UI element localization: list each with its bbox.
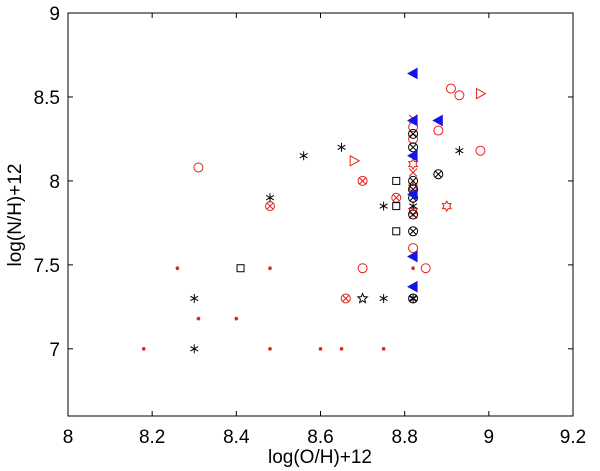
data-point <box>408 201 418 211</box>
data-point <box>175 266 180 271</box>
data-point <box>445 83 456 94</box>
data-point <box>475 145 486 156</box>
data-point <box>408 128 419 139</box>
data-point <box>407 250 418 263</box>
data-point <box>432 114 443 127</box>
y-tick-label: 7.5 <box>34 256 60 277</box>
data-point <box>190 293 199 303</box>
data-point <box>454 90 465 101</box>
y-tick-label: 8 <box>49 172 60 193</box>
data-point <box>392 227 401 236</box>
data-point <box>379 201 388 211</box>
y-axis-label: log(N/H)+12 <box>5 164 26 267</box>
data-point <box>408 226 419 237</box>
x-tick-label: 8.4 <box>223 427 250 448</box>
data-point <box>141 347 146 351</box>
data-point <box>411 266 415 271</box>
data-point <box>392 176 401 185</box>
x-tick-label: 9.2 <box>560 427 586 448</box>
y-tick-label: 8.5 <box>34 88 60 109</box>
data-point <box>441 200 452 213</box>
data-point <box>407 67 418 80</box>
data-point <box>433 125 444 136</box>
x-tick-label: 8.6 <box>307 427 333 448</box>
data-point <box>408 175 419 186</box>
plot-frame <box>67 12 574 417</box>
data-point <box>265 193 275 203</box>
data-point <box>299 151 308 161</box>
data-point <box>475 87 487 100</box>
data-points <box>141 67 487 354</box>
data-point <box>381 347 386 351</box>
data-point <box>407 188 418 201</box>
data-point <box>433 169 444 180</box>
data-point <box>357 263 368 274</box>
x-tick-label: 8 <box>63 427 74 448</box>
data-point <box>407 205 419 218</box>
data-point <box>357 175 368 186</box>
data-point <box>408 168 418 177</box>
data-point <box>339 347 344 351</box>
data-point <box>408 243 419 254</box>
x-axis-label: log(O/H)+12 <box>268 447 372 468</box>
data-point <box>407 280 418 293</box>
data-point <box>349 154 361 167</box>
data-point <box>379 293 388 303</box>
data-point <box>392 202 401 211</box>
data-point <box>408 293 419 304</box>
x-tick-label: 9 <box>484 427 495 448</box>
axis-ticks: 8 8.2 8.4 8.6 8.8 9 9.2 7 7.5 8 8.5 9 <box>34 4 587 448</box>
data-point <box>407 114 418 127</box>
data-point <box>407 158 419 171</box>
data-point <box>196 316 201 321</box>
data-point <box>408 209 419 220</box>
data-point <box>236 264 245 273</box>
data-point <box>190 344 199 354</box>
data-point <box>193 162 204 173</box>
x-tick-label: 8.8 <box>391 427 417 448</box>
x-tick-label: 8.2 <box>139 427 165 448</box>
y-tick-label: 9 <box>49 4 60 25</box>
data-point <box>420 263 431 274</box>
data-point <box>234 316 239 321</box>
data-point <box>337 142 346 152</box>
data-point <box>407 149 418 162</box>
data-point <box>318 347 323 351</box>
y-tick-label: 7 <box>49 340 60 361</box>
data-point <box>268 266 272 271</box>
data-point <box>356 292 369 304</box>
data-point <box>455 146 464 156</box>
data-point <box>408 142 419 153</box>
data-point <box>340 293 351 304</box>
data-point <box>268 347 272 351</box>
